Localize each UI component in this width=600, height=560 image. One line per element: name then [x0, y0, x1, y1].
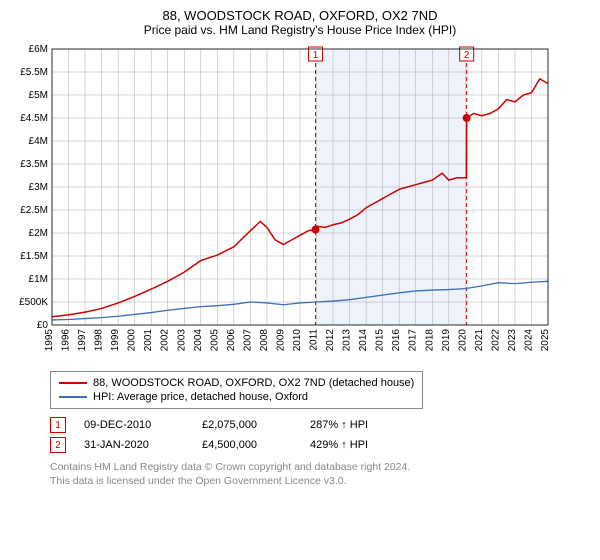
svg-text:1999: 1999	[110, 329, 121, 352]
svg-text:£5M: £5M	[29, 90, 48, 101]
marker-price: £4,500,000	[202, 439, 292, 451]
footer-line-1: Contains HM Land Registry data © Crown c…	[50, 461, 590, 475]
svg-text:2005: 2005	[209, 329, 220, 352]
title-line-2: Price paid vs. HM Land Registry's House …	[10, 23, 590, 37]
svg-text:1997: 1997	[77, 329, 88, 352]
svg-text:2010: 2010	[292, 329, 303, 352]
svg-text:£3.5M: £3.5M	[20, 159, 48, 170]
svg-text:2017: 2017	[408, 329, 419, 352]
marker-pct: 287% ↑ HPI	[310, 419, 368, 431]
svg-text:2013: 2013	[342, 329, 353, 352]
chart-area: £0£500K£1M£1.5M£2M£2.5M£3M£3.5M£4M£4.5M£…	[10, 43, 590, 363]
footer-line-2: This data is licensed under the Open Gov…	[50, 475, 590, 489]
svg-text:2021: 2021	[474, 329, 485, 352]
line-chart: £0£500K£1M£1.5M£2M£2.5M£3M£3.5M£4M£4.5M£…	[10, 43, 550, 363]
svg-text:2016: 2016	[391, 329, 402, 352]
svg-text:2008: 2008	[259, 329, 270, 352]
svg-text:1: 1	[313, 50, 319, 61]
svg-text:2014: 2014	[358, 329, 369, 352]
svg-text:2015: 2015	[375, 329, 386, 352]
svg-text:2003: 2003	[176, 329, 187, 352]
legend-label: 88, WOODSTOCK ROAD, OXFORD, OX2 7ND (det…	[93, 377, 414, 389]
svg-text:2012: 2012	[325, 329, 336, 352]
svg-text:2002: 2002	[160, 329, 171, 352]
svg-text:£3M: £3M	[29, 182, 48, 193]
svg-text:£4.5M: £4.5M	[20, 113, 48, 124]
svg-text:2011: 2011	[309, 329, 320, 351]
svg-text:2001: 2001	[143, 329, 154, 352]
svg-text:2006: 2006	[226, 329, 237, 352]
svg-text:2007: 2007	[242, 329, 253, 352]
chart-container: 88, WOODSTOCK ROAD, OXFORD, OX2 7ND Pric…	[0, 0, 600, 560]
marker-pct: 429% ↑ HPI	[310, 439, 368, 451]
svg-text:2022: 2022	[490, 329, 501, 352]
marker-row: 1 09-DEC-2010 £2,075,000 287% ↑ HPI	[50, 415, 590, 435]
legend-item: 88, WOODSTOCK ROAD, OXFORD, OX2 7ND (det…	[59, 376, 414, 390]
svg-text:2019: 2019	[441, 329, 452, 352]
svg-text:£2.5M: £2.5M	[20, 205, 48, 216]
marker-table: 1 09-DEC-2010 £2,075,000 287% ↑ HPI 2 31…	[50, 415, 590, 455]
svg-text:£1.5M: £1.5M	[20, 251, 48, 262]
marker-row: 2 31-JAN-2020 £4,500,000 429% ↑ HPI	[50, 435, 590, 455]
legend-swatch	[59, 382, 87, 384]
marker-badge: 2	[50, 437, 66, 453]
svg-text:2: 2	[464, 50, 470, 61]
svg-text:2024: 2024	[523, 329, 534, 352]
marker-date: 31-JAN-2020	[84, 439, 184, 451]
marker-date: 09-DEC-2010	[84, 419, 184, 431]
svg-text:2018: 2018	[424, 329, 435, 352]
svg-text:2025: 2025	[540, 329, 550, 352]
svg-text:£4M: £4M	[29, 136, 48, 147]
svg-text:1995: 1995	[44, 329, 55, 352]
svg-text:£2M: £2M	[29, 228, 48, 239]
legend: 88, WOODSTOCK ROAD, OXFORD, OX2 7ND (det…	[50, 371, 423, 409]
legend-swatch	[59, 396, 87, 398]
svg-text:1996: 1996	[61, 329, 72, 352]
svg-text:2009: 2009	[275, 329, 286, 352]
svg-text:1998: 1998	[94, 329, 105, 352]
svg-text:£1M: £1M	[29, 274, 48, 285]
svg-text:2000: 2000	[127, 329, 138, 352]
svg-text:£6M: £6M	[29, 44, 48, 55]
legend-item: HPI: Average price, detached house, Oxfo…	[59, 390, 414, 404]
svg-text:2020: 2020	[457, 329, 468, 352]
marker-price: £2,075,000	[202, 419, 292, 431]
svg-text:2023: 2023	[507, 329, 518, 352]
footer-note: Contains HM Land Registry data © Crown c…	[50, 461, 590, 488]
marker-badge: 1	[50, 417, 66, 433]
svg-text:£5.5M: £5.5M	[20, 67, 48, 78]
svg-text:2004: 2004	[193, 329, 204, 352]
legend-label: HPI: Average price, detached house, Oxfo…	[93, 391, 308, 403]
svg-text:£500K: £500K	[19, 297, 48, 308]
title-line-1: 88, WOODSTOCK ROAD, OXFORD, OX2 7ND	[10, 8, 590, 23]
